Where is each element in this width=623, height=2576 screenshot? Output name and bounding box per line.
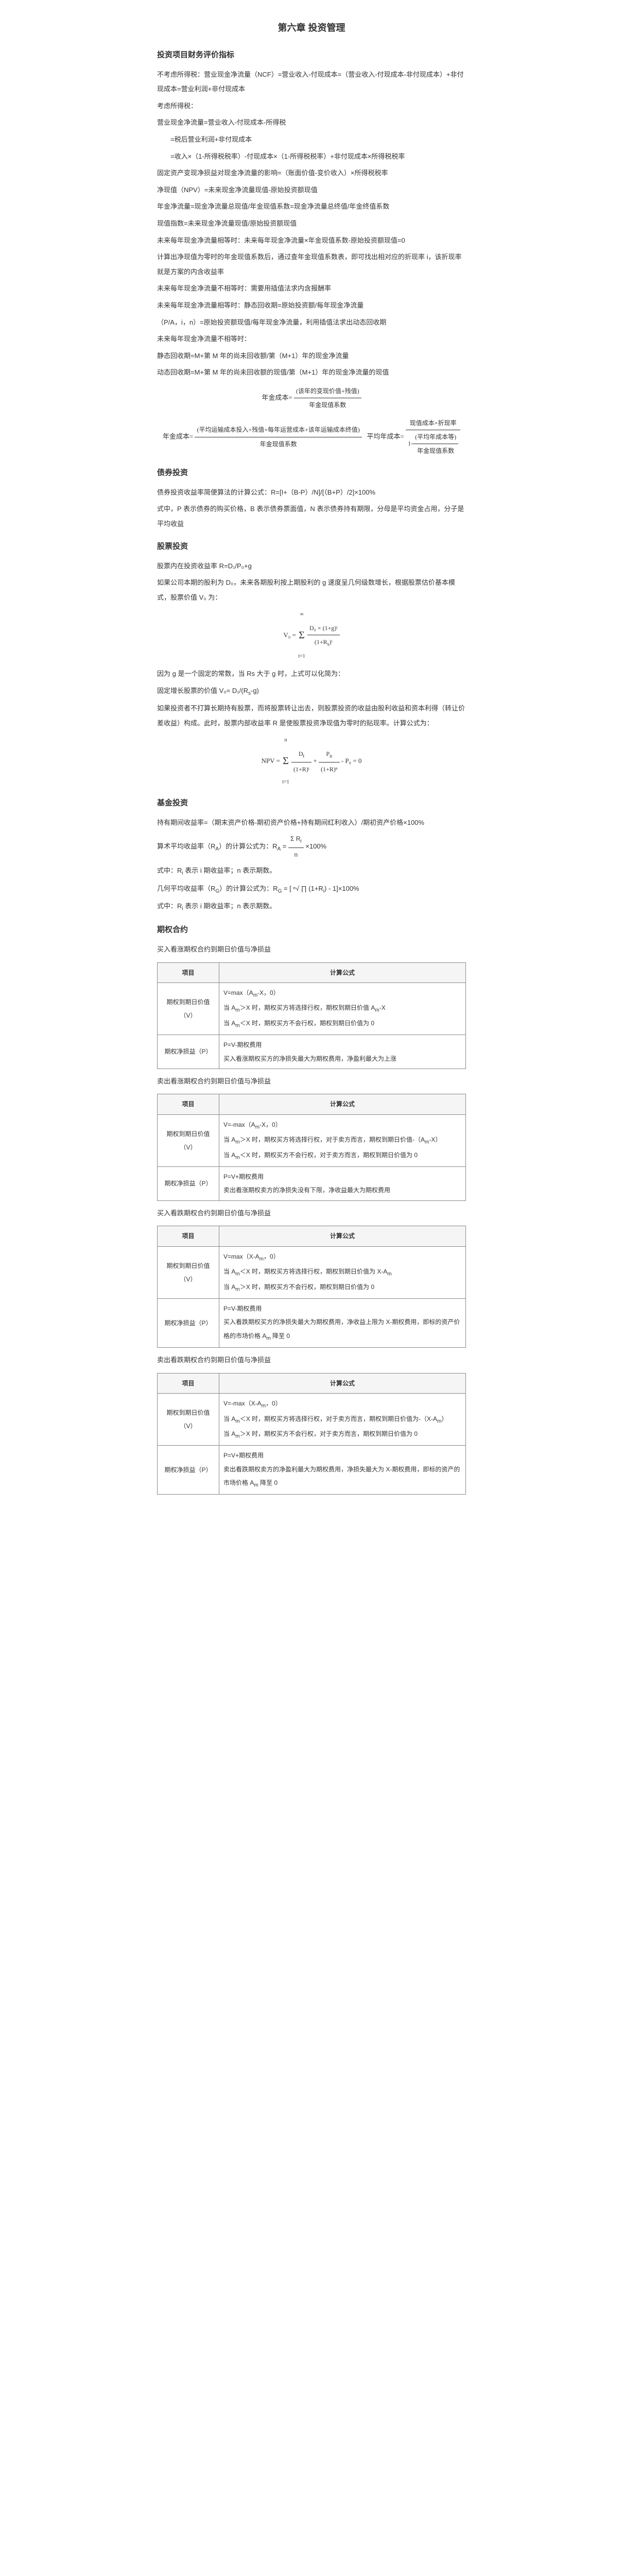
table-caption: 买入看跌期权合约到期日价值与净损益 [157, 1206, 466, 1221]
formula-annual-cost-1: 年金成本= (该年的变现价值+残值)年金现值系数 [157, 384, 466, 412]
table-cell: 期权净损益（P） [158, 1446, 219, 1495]
table-header: 项目 [158, 1226, 219, 1246]
text-line: 考虑所得税： [157, 99, 466, 114]
table-caption: 买入看涨期权合约到期日价值与净损益 [157, 942, 466, 957]
text-line: 因为 g 是一个固定的常数，当 Rs 大于 g 时，上式可以化简为： [157, 667, 466, 682]
section-heading-3: 股票投资 [157, 538, 466, 555]
option-table-2: 项目计算公式 期权到期日价值（V）V=-max（Am-X，0）当 Am＞X 时，… [157, 1094, 466, 1200]
text-line: 如果公司本期的股利为 D₀，未来各期股利按上期股利的 g 速度呈几何级数增长，根… [157, 575, 466, 605]
text-line: 股票内在投资收益率 R=D₁/P₀+g [157, 559, 466, 574]
table-row: 期权到期日价值（V）V=-max（Am-X，0）当 Am＞X 时，期权买方将选择… [158, 1114, 466, 1166]
table-header: 计算公式 [219, 1226, 466, 1246]
text-line: 不考虑所得税：营业现金净流量（NCF）=营业收入-付现成本=（营业收入-付现成本… [157, 67, 466, 97]
section-heading-4: 基金投资 [157, 794, 466, 811]
text-line: 如果投资者不打算长期持有股票，而将股票转让出去，则股票投资的收益由股利收益和资本… [157, 701, 466, 731]
table-cell: V=-max（Am-X，0）当 Am＞X 时，期权买方将选择行权，对于卖方而言，… [219, 1114, 466, 1166]
text-line: 固定增长股票的价值 V₀= D₁/(Rs-g) [157, 684, 466, 700]
table-header: 计算公式 [219, 962, 466, 982]
table-cell: V=max（Am-X，0）当 Am＞X 时，期权买方将选择行权，期权到期日价值 … [219, 982, 466, 1035]
chapter-title: 第六章 投资管理 [157, 18, 466, 39]
text-line: 债券投资收益率简便算法的计算公式：R=[I+（B-P）/N]/[（B+P）/2]… [157, 485, 466, 500]
text-line: 式中，P 表示债券的购买价格，B 表示债券票面值，N 表示债券持有期限，分母是平… [157, 502, 466, 531]
table-cell: 期权到期日价值（V） [158, 1394, 219, 1446]
option-table-4: 项目计算公式 期权到期日价值（V）V=-max（X-Am，0）当 Am＜X 时，… [157, 1373, 466, 1495]
table-caption: 卖出看涨期权合约到期日价值与净损益 [157, 1074, 466, 1089]
table-cell: V=-max（X-Am，0）当 Am＜X 时，期权买方将选择行权，对于卖方而言，… [219, 1394, 466, 1446]
table-cell: V=max（X-Am，0）当 Am＜X 时，期权买方将选择行权，期权到期日价值为… [219, 1246, 466, 1298]
section-heading-5: 期权合约 [157, 921, 466, 938]
text-line: 未来每年现金净流量相等时：静态回收期=原始投资额/每年现金净流量 [157, 298, 466, 313]
table-header: 计算公式 [219, 1094, 466, 1114]
text-line: 动态回收期=M+第 M 年的尚未回收额的现值/第（M+1）年的现金净流量的现值 [157, 365, 466, 380]
table-cell: P=V-期权费用买入看涨期权买方的净损失最大为期权费用，净盈利最大为上涨 [219, 1035, 466, 1069]
document-page: 第六章 投资管理 投资项目财务评价指标 不考虑所得税：营业现金净流量（NCF）=… [152, 0, 471, 1510]
table-row: 期权到期日价值（V）V=max（X-Am，0）当 Am＜X 时，期权买方将选择行… [158, 1246, 466, 1298]
text-line: 净现值（NPV）=未来现金净流量现值-原始投资额现值 [157, 183, 466, 198]
formula-arithmetic-mean: 算术平均收益率（RA）的计算公式为：RA = Σ Rin ×100% [157, 832, 466, 861]
table-header: 项目 [158, 1094, 219, 1114]
table-cell: P=V-期权费用买入看跌期权买方的净损失最大为期权费用，净收益上限为 X-期权费… [219, 1298, 466, 1347]
text-line: （P/A，i，n）=原始投资额现值/每年现金净流量，利用插值法求出动态回收期 [157, 315, 466, 330]
table-cell: 期权到期日价值（V） [158, 1246, 219, 1298]
formula-stock-value: V₀ = ∞Σt=1 D₀ × (1+g)ᵗ(1+Rs)ᵗ [157, 609, 466, 663]
table-cell: 期权到期日价值（V） [158, 1114, 219, 1166]
table-header: 项目 [158, 1373, 219, 1393]
table-row: 期权到期日价值（V）V=max（Am-X，0）当 Am＞X 时，期权买方将选择行… [158, 982, 466, 1035]
text-line: 年金净流量=现金净流量总现值/年金现值系数=现金净流量总终值/年金终值系数 [157, 199, 466, 214]
table-caption: 卖出看跌期权合约到期日价值与净损益 [157, 1353, 466, 1368]
text-line: =收入×（1-所得税税率）-付现成本×（1-所得税税率）+非付现成本×所得税税率 [157, 149, 466, 164]
text-line: 未来每年现金净流量不相等时：需要用插值法求内含报酬率 [157, 281, 466, 296]
text-line: 静态回收期=M+第 M 年的尚未回收额/第（M+1）年的现金净流量 [157, 349, 466, 364]
text-line: =税后营业利润+非付现成本 [157, 132, 466, 147]
text-line: 式中：Ri 表示 i 期收益率；n 表示期数。 [157, 899, 466, 915]
section-heading-1: 投资项目财务评价指标 [157, 46, 466, 63]
table-header: 项目 [158, 962, 219, 982]
text-line: 未来每年现金净流量不相等时： [157, 332, 466, 347]
formula-geometric-mean: 几何平均收益率（RG）的计算公式为：RG = [ ⁿ√ ∏ (1+Ri) - 1… [157, 882, 466, 897]
table-cell: P=V+期权费用卖出看跌期权卖方的净盈利最大为期权费用，净损失最大为 X-期权费… [219, 1446, 466, 1495]
table-row: 期权净损益（P）P=V+期权费用卖出看涨期权卖方的净损失没有下限，净收益最大为期… [158, 1167, 466, 1201]
table-row: 期权净损益（P）P=V-期权费用买入看涨期权买方的净损失最大为期权费用，净盈利最… [158, 1035, 466, 1069]
table-cell: P=V+期权费用卖出看涨期权卖方的净损失没有下限，净收益最大为期权费用 [219, 1167, 466, 1201]
text-line: 营业现金净流量=营业收入-付现成本-所得税 [157, 115, 466, 130]
formula-annual-cost-2: 年金成本= (平均运输成本投入+残值+每年运营成本+该年运输成本终值)年金现值系… [157, 416, 466, 458]
text-line: 未来每年现金净流量相等时：未来每年现金净流量×年金现值系数-原始投资额现值=0 [157, 233, 466, 248]
text-line: 式中：Ri 表示 i 期收益率；n 表示期数。 [157, 863, 466, 879]
table-row: 期权净损益（P）P=V-期权费用买入看跌期权买方的净损失最大为期权费用，净收益上… [158, 1298, 466, 1347]
section-heading-2: 债券投资 [157, 464, 466, 481]
option-table-1: 项目计算公式 期权到期日价值（V）V=max（Am-X，0）当 Am＞X 时，期… [157, 962, 466, 1069]
table-row: 期权净损益（P）P=V+期权费用卖出看跌期权卖方的净盈利最大为期权费用，净损失最… [158, 1446, 466, 1495]
table-cell: 期权净损益（P） [158, 1035, 219, 1069]
text-line: 现值指数=未来现金净流量现值/原始投资额现值 [157, 216, 466, 231]
table-cell: 期权净损益（P） [158, 1167, 219, 1201]
option-table-3: 项目计算公式 期权到期日价值（V）V=max（X-Am，0）当 Am＜X 时，期… [157, 1226, 466, 1348]
table-header: 计算公式 [219, 1373, 466, 1393]
table-cell: 期权到期日价值（V） [158, 982, 219, 1035]
formula-npv: NPV = nΣt=1 Dt(1+R)ᵗ + Pn(1+R)ⁿ - P₀ = 0 [157, 735, 466, 788]
text-line: 持有期间收益率=（期末资产价格-期初资产价格+持有期间红利收入）/期初资产价格×… [157, 816, 466, 831]
text-line: 固定资产变现净损益对现金净流量的影响=（账面价值-变价收入）×所得税税率 [157, 166, 466, 181]
text-line: 计算出净现值为零时的年金现值系数后，通过查年金现值系数表，即可找出相对应的折现率… [157, 250, 466, 279]
table-cell: 期权净损益（P） [158, 1298, 219, 1347]
table-row: 期权到期日价值（V）V=-max（X-Am，0）当 Am＜X 时，期权买方将选择… [158, 1394, 466, 1446]
